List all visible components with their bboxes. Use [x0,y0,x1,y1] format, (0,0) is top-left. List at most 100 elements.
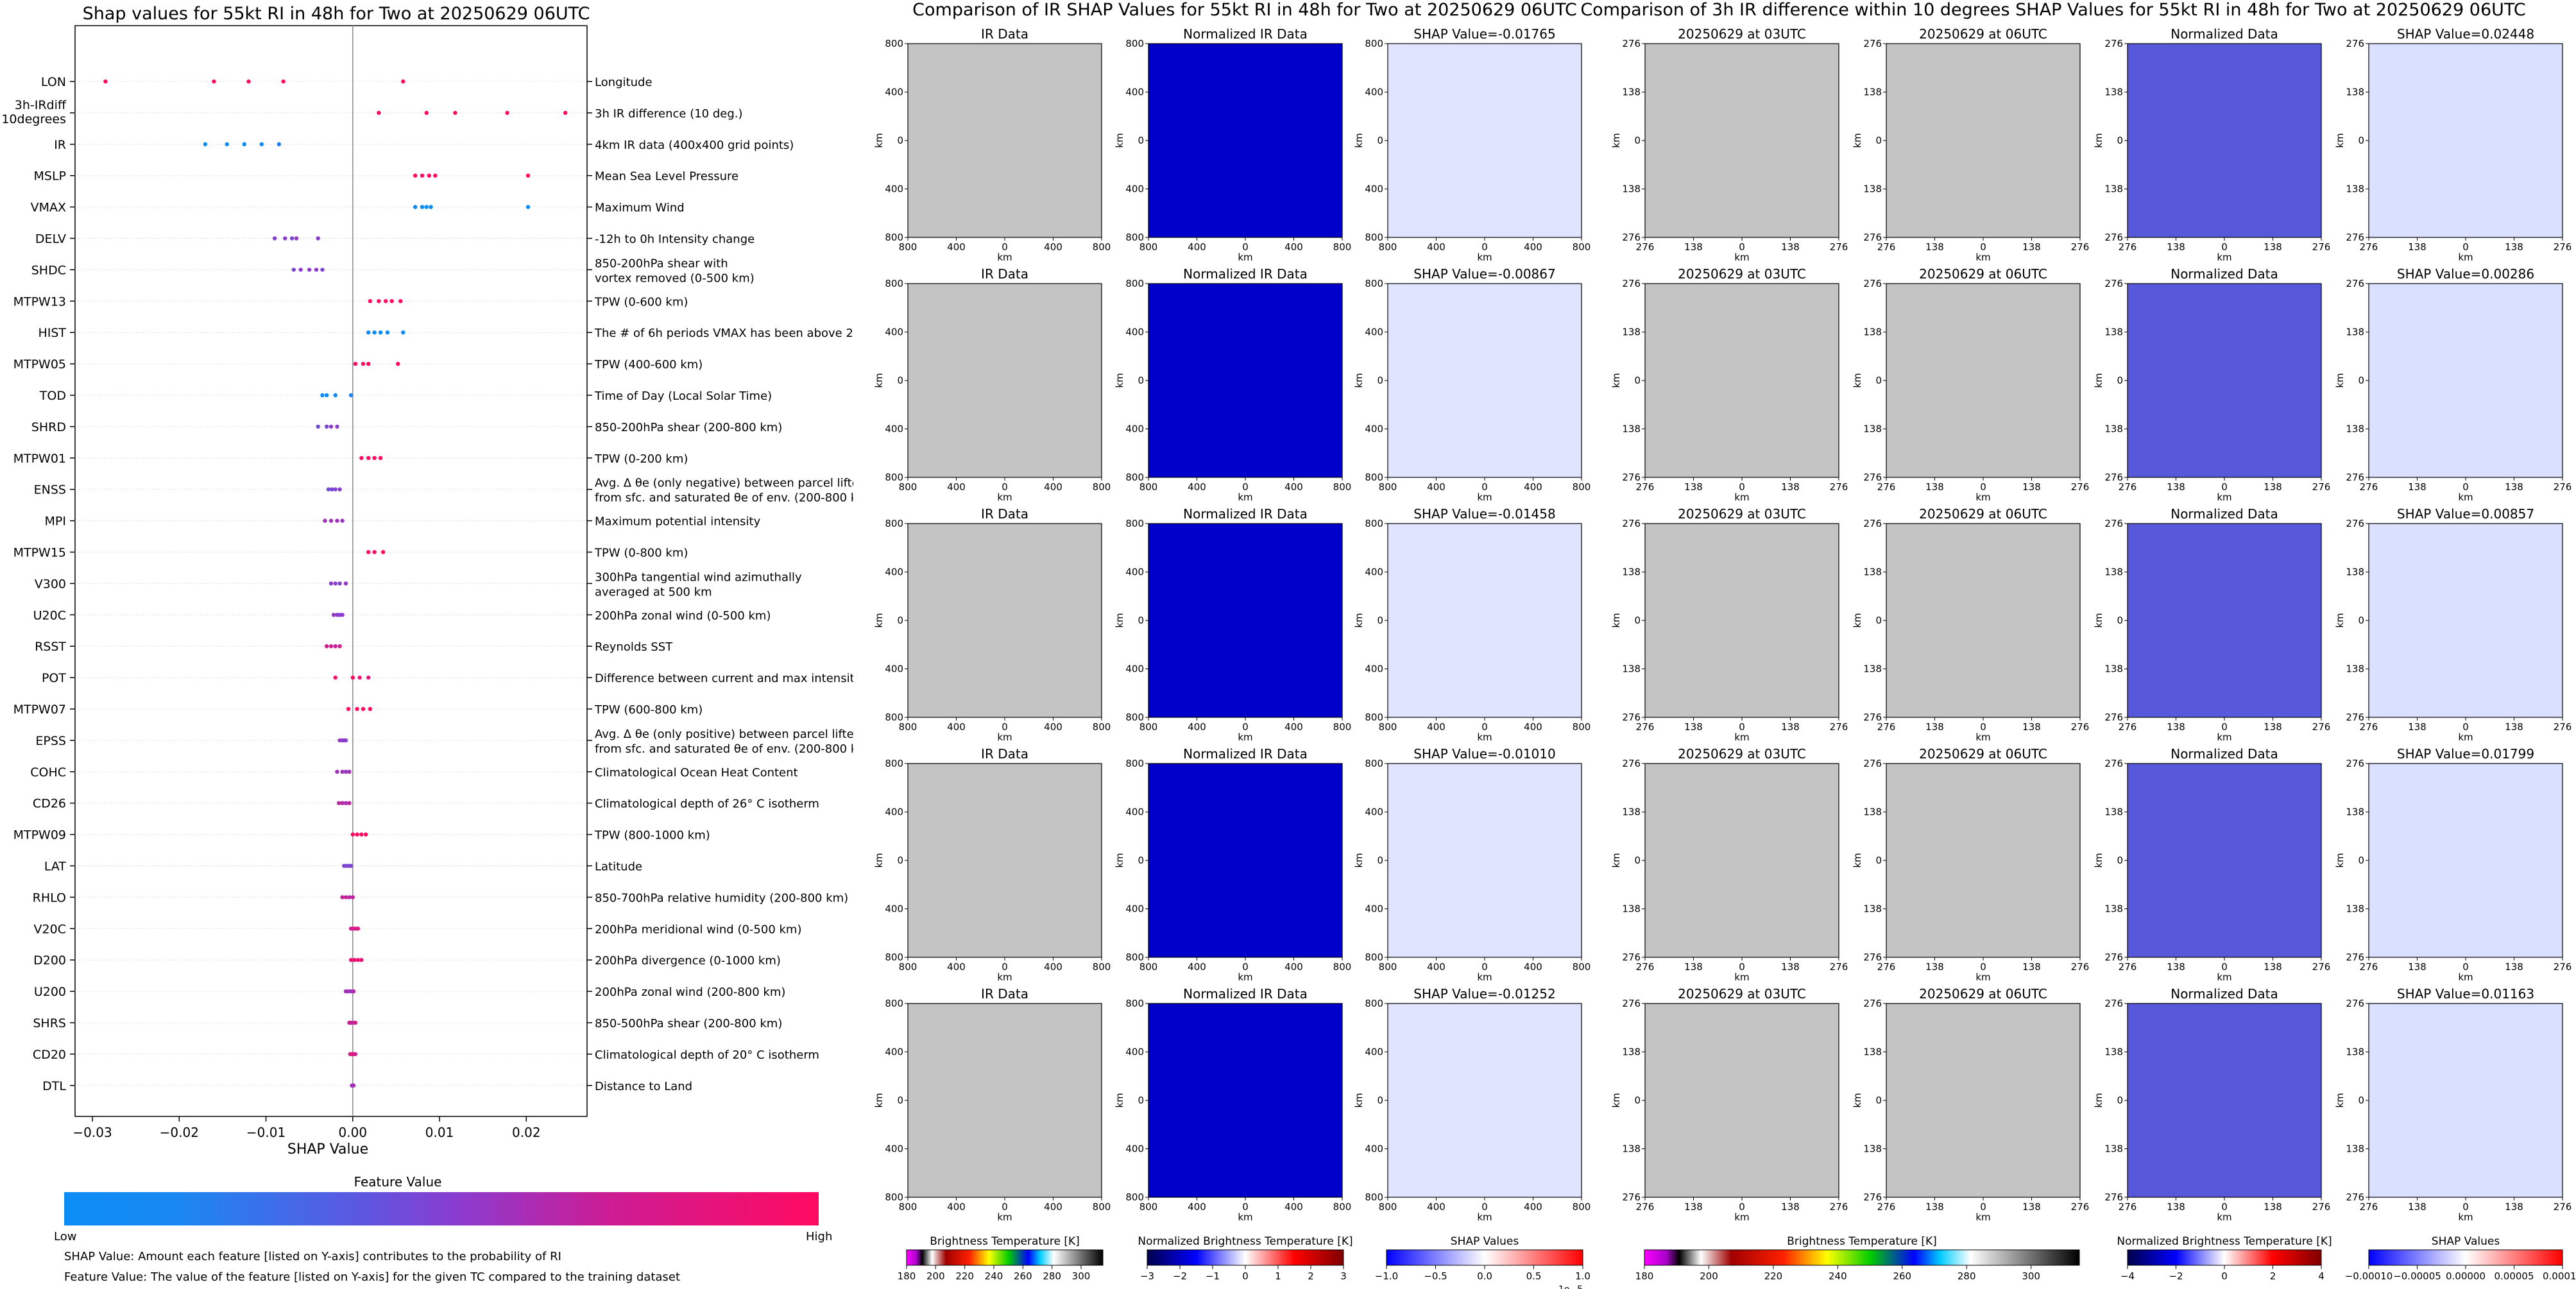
y-axis-label: km [1353,373,1365,388]
colorbar-tick-label: 240 [1829,1270,1847,1282]
shap-point [352,958,357,962]
colorbar-tick-label: 240 [985,1270,1003,1282]
shap-point [281,79,286,84]
feature-description-label: Maximum Wind [595,201,685,215]
panel-title: SHAP Value=0.00857 [2397,506,2534,522]
x-axis-label: SHAP Value [287,1141,368,1155]
shap-point [328,424,334,429]
x-tick-label: 400 [1044,721,1062,733]
shap-point [366,675,371,680]
x-tick-label: 0 [1481,721,1488,733]
y-tick-label: 800 [885,998,903,1009]
image-panel: SHAP Value=-0.01458800800400400004004008… [1353,506,1591,743]
y-axis-label: km [1114,373,1125,388]
heatmap-image [2369,44,2563,237]
y-axis-label: km [2093,853,2104,867]
panel-title: SHAP Value=-0.01010 [1413,746,1555,762]
colorbar-label: Normalized Brightness Temperature [K] [2117,1235,2332,1248]
heatmap-image [908,284,1102,477]
feature-description-label: 3h IR difference (10 deg.) [595,107,743,121]
x-tick-label: 138 [1925,241,1944,253]
y-tick-label: 800 [1365,278,1383,289]
colorbar-gradient [2127,1249,2322,1266]
x-tick-label: 800 [1093,961,1111,973]
colorbar-tick-label: 1.0 [1575,1270,1591,1282]
shap-point [298,268,303,272]
y-axis-label: km [1852,373,1863,388]
heatmap-image [1388,764,1582,957]
image-panel: SHAP Value=0.017992762761381380013813827… [2334,746,2572,983]
y-axis-label: km [2334,613,2346,627]
x-axis-label: km [2217,731,2231,743]
y-tick-label: 276 [2346,278,2364,289]
colorbar-tick-label: 180 [898,1270,916,1282]
x-axis-label: km [2458,491,2473,503]
x-tick-label: 138 [2408,241,2427,253]
y-tick-label: 276 [2104,278,2123,289]
x-tick-label: 276 [2360,241,2378,253]
image-panel: SHAP Value=0.008572762761381380013813827… [2334,506,2572,743]
panel-title: SHAP Value=-0.01765 [1413,26,1555,42]
image-panel: SHAP Value=0.011632762761381380013813827… [2334,986,2572,1223]
shap-point [335,769,339,774]
x-tick-label: 0 [1739,241,1745,253]
y-tick-label: 0 [897,1095,903,1106]
x-axis-label: km [1477,971,1492,983]
x-tick-label: 0 [1980,961,1986,973]
x-tick-label: 276 [1830,1201,1848,1213]
x-tick-label: 0.01 [425,1125,454,1140]
panel-title: IR Data [981,506,1028,522]
x-tick-label: 138 [2408,481,2427,493]
shap-point [355,832,359,837]
image-panel: 20250629 at 03UTC27627613813800138138276… [1610,746,1848,983]
shap-point [350,675,355,680]
y-axis-label: km [1353,133,1365,148]
x-tick-label: 138 [2264,1201,2282,1213]
x-axis-label: km [1975,971,1990,983]
x-tick-label: 276 [1636,721,1655,733]
y-axis-label: km [873,133,885,148]
shap-point [359,456,364,460]
x-tick-label: 0 [1980,1201,1986,1213]
colorbar-gradient [2368,1249,2563,1266]
x-tick-label: 0 [1980,241,1986,253]
feature-description-label: Reynolds SST [595,640,673,654]
x-tick-label: 400 [947,721,966,733]
shap-point [355,926,361,931]
shap-point [320,268,325,272]
x-tick-label: 276 [2071,241,2090,253]
x-tick-label: 0 [1242,961,1249,973]
feature-description-label: 850-200hPa shear (200-800 km) [595,421,782,434]
panel-title: SHAP Value=-0.00867 [1413,266,1555,282]
y-tick-label: 138 [1863,1046,1882,1058]
x-tick-label: 800 [899,1201,917,1213]
feature-description-label: Climatological Ocean Heat Content [595,766,798,780]
y-tick-label: 800 [1365,998,1383,1009]
x-axis-label: km [997,731,1012,743]
y-tick-label: 0 [1875,135,1882,146]
y-tick-label: 800 [885,38,903,49]
x-tick-label: 138 [2505,481,2523,493]
y-tick-label: 276 [2346,712,2364,723]
y-axis-label: km [2093,613,2104,627]
x-axis-label: km [997,971,1012,983]
x-tick-label: 276 [1830,481,1848,493]
x-tick-label: 276 [1830,961,1848,973]
shap-point [350,895,355,900]
y-tick-label: 138 [1622,1143,1641,1155]
colorbar-tick-label: −0.5 [1424,1270,1447,1282]
shap-point [433,173,438,178]
x-tick-label: 0 [2221,481,2228,493]
feature-description-label: vortex removed (0-500 km) [595,271,755,285]
x-axis-label: km [1734,731,1749,743]
x-tick-label: 276 [2554,481,2572,493]
panel-title: Normalized Data [2171,986,2278,1002]
feature-description-label: 200hPa zonal wind (200-800 km) [595,986,785,999]
y-tick-label: 800 [1125,1191,1144,1203]
y-tick-label: 276 [1863,278,1882,289]
y-tick-label: 400 [1125,1046,1144,1058]
colorbar-tick-label: −4 [2120,1270,2135,1282]
shap-point [366,456,371,460]
